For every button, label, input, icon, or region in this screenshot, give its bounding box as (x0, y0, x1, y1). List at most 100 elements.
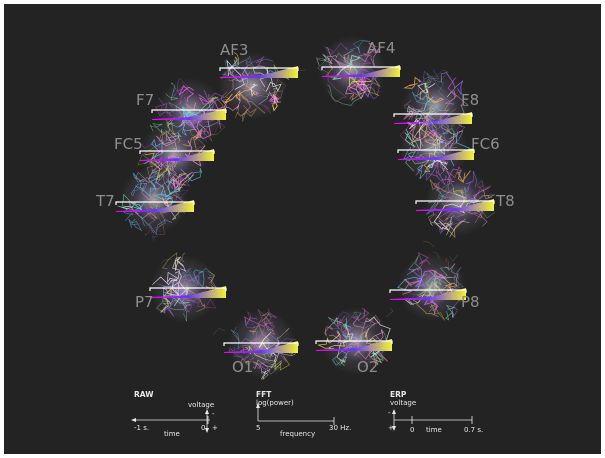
ring-wisp (269, 70, 275, 79)
channel-label-t7: T7 (96, 192, 115, 210)
ring-wisp (422, 241, 435, 248)
fft-legend-x-end: 30 Hz. (329, 424, 352, 432)
eeg-visualization-stage: AF3 AF4 F7 F8 FC5 FC6 T7 T8 P7 P8 O1 O2 … (4, 4, 601, 454)
ring-wisp (413, 122, 425, 133)
erp-legend-x-start: 0 (410, 426, 415, 434)
ring-wisp (449, 254, 458, 262)
ring-wisp (350, 333, 359, 345)
channel-label-fc6: FC6 (471, 135, 500, 153)
raw-legend-axes (131, 409, 210, 433)
erp-legend-minus: - (388, 409, 391, 417)
channel-cluster-t7 (115, 162, 195, 235)
ring-wisp (300, 69, 306, 71)
channel-cluster-p7 (149, 252, 227, 323)
fft-legend-log-power: log(power) (256, 399, 294, 407)
raw-legend-plus: + (212, 424, 218, 432)
ring-wisp (409, 108, 416, 116)
channel-label-o2: O2 (357, 358, 379, 376)
ring-wisp (443, 169, 451, 182)
ring-wisp (388, 69, 396, 73)
ring-wisp (386, 308, 394, 318)
ring-wisp (369, 88, 376, 100)
channel-label-f7: F7 (136, 91, 155, 109)
erp-legend-voltage: voltage (390, 399, 417, 407)
ring-wisp (355, 86, 363, 93)
ring-wisp (359, 63, 366, 69)
ring-wisp (188, 270, 193, 273)
ring-wisp (145, 230, 151, 236)
ring-wisp (212, 328, 225, 336)
erp-legend-x-end: 0.7 s. (464, 426, 484, 434)
channel-label-o1: O1 (232, 358, 254, 376)
ring-wisp (360, 321, 371, 326)
ring-wisp (457, 195, 465, 201)
ring-wisp (143, 203, 148, 211)
ring-wisp (161, 173, 167, 178)
ring-wisp (338, 69, 346, 76)
raw-legend-time: time (164, 430, 180, 438)
channel-cluster-fc6 (397, 115, 475, 186)
channel-label-af4: AF4 (367, 39, 396, 57)
ring-wisp (440, 189, 448, 195)
raw-legend: RAW voltage - -1 s. 0 + time (130, 390, 230, 440)
fft-legend: FFT log(power) 5 frequency 30 Hz. (254, 390, 364, 440)
channel-label-p8: P8 (461, 293, 480, 311)
ring-wisp (276, 351, 280, 358)
channel-label-f8: F8 (461, 91, 480, 109)
fft-legend-title: FFT (256, 390, 272, 399)
erp-legend-axes (392, 409, 473, 431)
ring-wisp (341, 337, 347, 346)
ring-wisp (153, 227, 161, 233)
channel-label-af3: AF3 (220, 41, 249, 59)
channel-cluster-p8 (389, 252, 467, 321)
ring-wisp (442, 273, 450, 278)
ring-wisp (161, 259, 172, 263)
ring-wisp (402, 287, 416, 294)
ring-wisp (448, 174, 451, 185)
eeg-head-map (115, 36, 496, 381)
channel-label-t8: T8 (496, 192, 515, 210)
erp-legend-plus: + (388, 424, 394, 432)
channel-label-p7: P7 (135, 293, 154, 311)
ring-wisp (445, 257, 448, 262)
ring-wisp (436, 162, 439, 167)
ring-wisp (407, 292, 416, 298)
fft-legend-axes (256, 403, 335, 425)
erp-legend-title: ERP (390, 390, 407, 399)
fft-legend-frequency: frequency (280, 430, 316, 438)
ring-wisp (372, 321, 380, 330)
ring-wisp (158, 199, 166, 209)
ring-wisp (188, 117, 195, 124)
ring-wisp (175, 157, 181, 164)
channel-cluster-af4 (316, 36, 401, 106)
channel-cluster-t8 (415, 166, 496, 239)
ring-wisp (446, 260, 449, 268)
ring-wisp (177, 256, 185, 263)
channel-label-fc5: FC5 (114, 135, 143, 153)
ring-wisp (355, 335, 367, 341)
channel-cluster-af3 (218, 52, 299, 122)
ring-wisp (177, 136, 182, 144)
ring-wisp (407, 110, 413, 120)
erp-legend-time: time (426, 426, 442, 434)
ring-wisp (232, 326, 240, 340)
channel-cluster-o2 (315, 307, 393, 375)
ring-wisp (228, 73, 237, 82)
ring-wisp (360, 320, 370, 327)
ring-wisp (355, 333, 362, 341)
channel-cluster-o1 (223, 308, 299, 381)
ring-wisp (433, 252, 440, 259)
ring-wisp (338, 322, 342, 329)
ring-wisp (194, 100, 198, 108)
ring-wisp (261, 330, 268, 338)
ring-wisp (175, 108, 187, 121)
ring-wisp (150, 229, 156, 240)
ring-wisp (196, 122, 210, 127)
raw-legend-voltage: voltage (188, 401, 215, 409)
ring-wisp (151, 235, 158, 242)
ring-wisp (246, 340, 253, 344)
erp-legend: ERP voltage - + 0 time 0.7 s. (386, 390, 496, 440)
ring-wisp (254, 343, 257, 347)
ring-wisp (446, 221, 449, 227)
raw-legend-x-start: -1 s. (134, 424, 150, 432)
